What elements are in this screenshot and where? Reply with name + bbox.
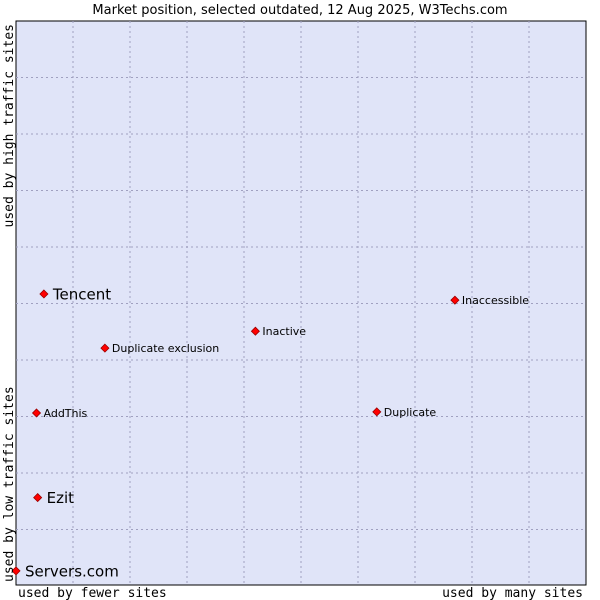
y-axis-low-label: used by low traffic sites xyxy=(2,386,17,582)
grid xyxy=(16,21,586,585)
x-axis-low-label: used by fewer sites xyxy=(18,586,167,600)
data-point-label: Ezit xyxy=(47,489,75,507)
data-point-label: Servers.com xyxy=(25,562,119,580)
chart-title: Market position, selected outdated, 12 A… xyxy=(92,3,508,18)
data-point-marker xyxy=(11,566,21,576)
data-point-label: Duplicate xyxy=(384,406,437,419)
data-point-label: Inactive xyxy=(262,325,306,338)
data-point-label: Inaccessible xyxy=(462,294,529,307)
data-point-marker xyxy=(250,326,260,336)
data-point-marker xyxy=(31,408,42,418)
data-point-label: Tencent xyxy=(52,285,111,303)
data-point-marker xyxy=(450,295,460,305)
data-point-label: AddThis xyxy=(44,407,88,420)
data-point-marker xyxy=(39,289,49,299)
data-point-marker xyxy=(33,493,43,503)
y-axis-high-label: used by high traffic sites xyxy=(2,24,17,228)
x-axis-high-label: used by many sites xyxy=(442,586,583,600)
data-point-marker xyxy=(100,343,110,353)
data-points: Tencent Inaccessible Inactive Duplicate exc… xyxy=(11,285,529,580)
data-point-marker xyxy=(372,407,382,417)
data-point-label: Duplicate exclusion xyxy=(112,342,219,355)
